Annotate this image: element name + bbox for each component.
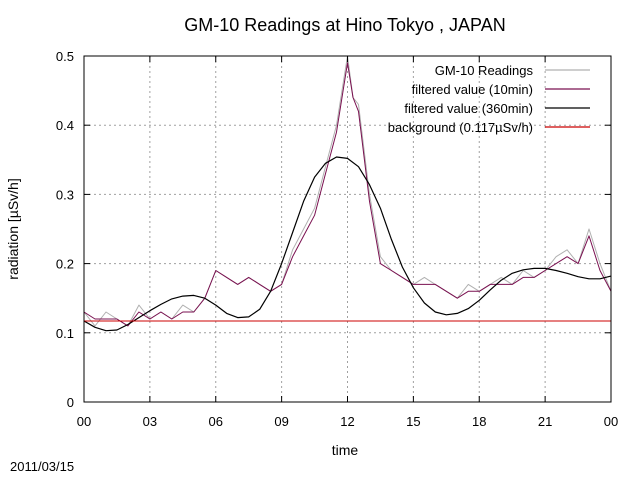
x-tick-label: 03	[143, 414, 157, 429]
y-tick-label: 0.5	[56, 49, 74, 64]
y-tick-label: 0.4	[56, 118, 74, 133]
chart-title: GM-10 Readings at Hino Tokyo , JAPAN	[184, 15, 505, 35]
y-axis-label: radiation [µSv/h]	[5, 178, 21, 279]
legend-label-2: filtered value (10min)	[412, 82, 533, 97]
x-tick-label: 06	[209, 414, 223, 429]
x-axis-label: time	[332, 442, 359, 458]
x-tick-label: 00	[77, 414, 91, 429]
y-tick-label: 0.2	[56, 257, 74, 272]
y-tick-label: 0.1	[56, 326, 74, 341]
series-layer	[83, 55, 612, 332]
x-tick-label: 15	[406, 414, 420, 429]
legend-label-3: filtered value (360min)	[404, 101, 533, 116]
legend: GM-10 Readings filtered value (10min) filt…	[388, 63, 590, 135]
date-label: 2011/03/15	[10, 459, 75, 474]
y-tick-label: 0	[67, 395, 74, 410]
x-tick-label: 21	[538, 414, 552, 429]
x-tick-label: 00	[604, 414, 618, 429]
legend-label-1: GM-10 Readings	[435, 63, 534, 78]
x-tick-label: 18	[472, 414, 486, 429]
series-line-1	[83, 55, 612, 327]
legend-label-4: background (0.117µSv/h)	[388, 120, 533, 135]
y-tick-label: 0.3	[56, 187, 74, 202]
series-line-2	[83, 62, 612, 327]
series-line-3	[83, 156, 612, 332]
x-tick-label: 09	[274, 414, 288, 429]
x-tick-label: 12	[340, 414, 354, 429]
